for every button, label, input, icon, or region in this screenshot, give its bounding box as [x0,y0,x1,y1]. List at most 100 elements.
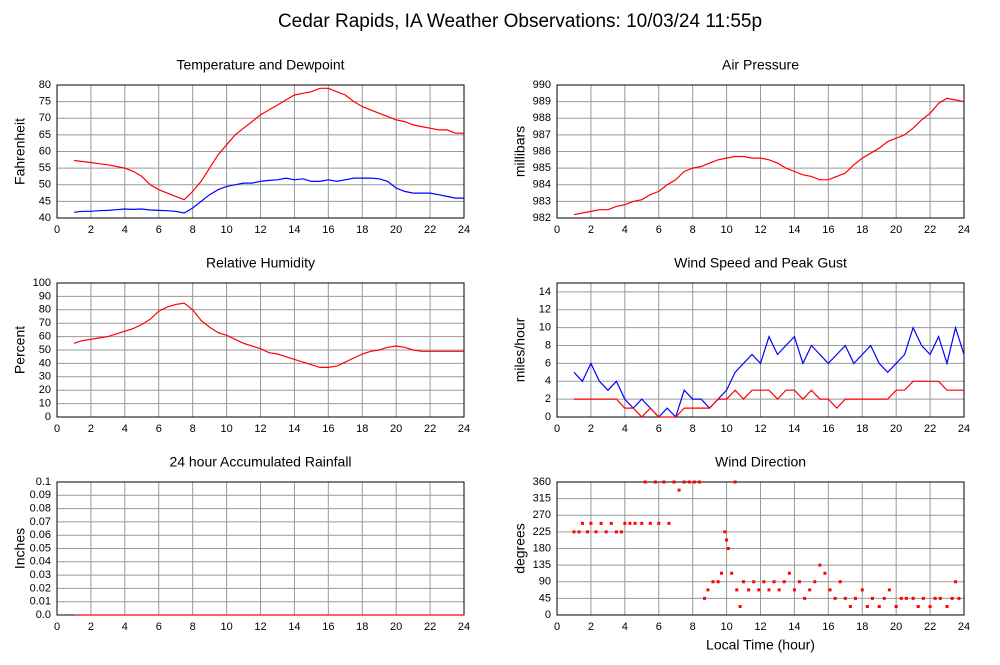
y-tick-label: 2 [545,393,551,405]
data-point [818,563,822,567]
x-tick-label: 24 [458,621,470,633]
data-point [843,596,847,600]
data-point [757,588,761,592]
data-point [577,530,581,534]
data-point [911,596,915,600]
y-tick-label: 982 [533,212,551,224]
x-tick-label: 18 [356,224,368,236]
x-tick-label: 2 [88,224,94,236]
data-point [777,588,781,592]
x-tick-label: 2 [588,423,594,435]
x-tick-label: 18 [856,621,868,633]
x-tick-label: 6 [156,224,162,236]
y-tick-label: 984 [533,179,551,191]
x-tick-label: 10 [220,423,232,435]
data-point [687,480,691,484]
data-point [933,596,937,600]
data-point [726,547,730,550]
data-point [738,605,742,609]
x-tick-label: 6 [656,224,662,236]
x-tick-label: 12 [254,621,266,633]
y-tick-label: 0.08 [30,503,51,515]
x-tick-label: 20 [390,621,402,633]
data-point [716,580,720,584]
data-point [586,530,590,534]
x-tick-label: 18 [856,423,868,435]
x-tick-label: 16 [822,224,834,236]
plot-frame [556,282,965,418]
y-tick-label: 0.0 [36,609,51,621]
y-tick-label: 65 [39,129,51,141]
y-tick-label: 45 [539,592,551,604]
data-point [667,521,671,525]
y-tick-label: 6 [545,357,551,369]
x-tick-label: 16 [322,224,334,236]
x-tick-label: 20 [390,423,402,435]
plot-frame [556,481,965,616]
x-tick-label: 4 [122,423,128,435]
data-point [882,596,886,600]
x-tick-label: 18 [856,224,868,236]
data-point [887,588,891,592]
data-line [73,177,464,214]
x-tick-label: 20 [890,224,902,236]
data-point [904,596,908,600]
x-tick-label: 4 [122,224,128,236]
x-tick-label: 6 [656,423,662,435]
data-point [860,588,864,592]
chart-title: Air Pressure [722,57,799,73]
data-point [833,596,837,600]
x-tick-label: 0 [54,224,60,236]
y-tick-label: 315 [533,493,551,505]
x-tick-label: 20 [390,224,402,236]
y-tick-label: 50 [39,179,51,191]
x-tick-label: 6 [156,423,162,435]
y-tick-label: 0.05 [30,542,51,554]
data-point [865,605,869,609]
y-tick-label: 100 [33,277,51,289]
x-tick-label: 4 [622,621,628,633]
data-point [853,596,857,600]
y-tick-label: 989 [533,96,551,108]
data-point [916,605,920,609]
data-point [747,588,751,592]
data-point [640,521,644,525]
data-point [657,521,661,525]
y-axis-label: miles/hour [512,317,528,382]
data-point [609,521,613,525]
data-point [692,480,696,484]
chart-title: Wind Direction [715,454,806,470]
x-tick-label: 14 [788,423,800,435]
y-tick-label: 90 [539,576,551,588]
data-point [697,480,701,484]
data-point [828,588,832,592]
x-tick-label: 2 [588,621,594,633]
data-point [706,588,710,592]
data-line [73,87,464,201]
y-tick-label: 0.02 [30,582,51,594]
y-tick-label: 987 [533,129,551,141]
data-point [877,605,881,609]
x-tick-label: 0 [54,621,60,633]
data-point [894,605,898,609]
data-point [703,596,707,600]
x-tick-label: 8 [190,224,196,236]
x-tick-label: 10 [720,621,732,633]
x-tick-label: 12 [754,423,766,435]
x-tick-label: 10 [720,423,732,435]
data-point [945,605,949,609]
x-tick-label: 4 [122,621,128,633]
data-point [767,588,771,592]
data-point [938,596,942,600]
data-point [604,530,608,534]
y-tick-label: 10 [539,322,551,334]
data-point [870,596,874,600]
y-axis-label: millibars [512,126,528,177]
data-point [572,530,576,534]
data-point [735,588,739,592]
x-tick-label: 12 [254,423,266,435]
data-point [725,538,729,542]
y-tick-label: 8 [545,339,551,351]
data-point [950,596,954,600]
